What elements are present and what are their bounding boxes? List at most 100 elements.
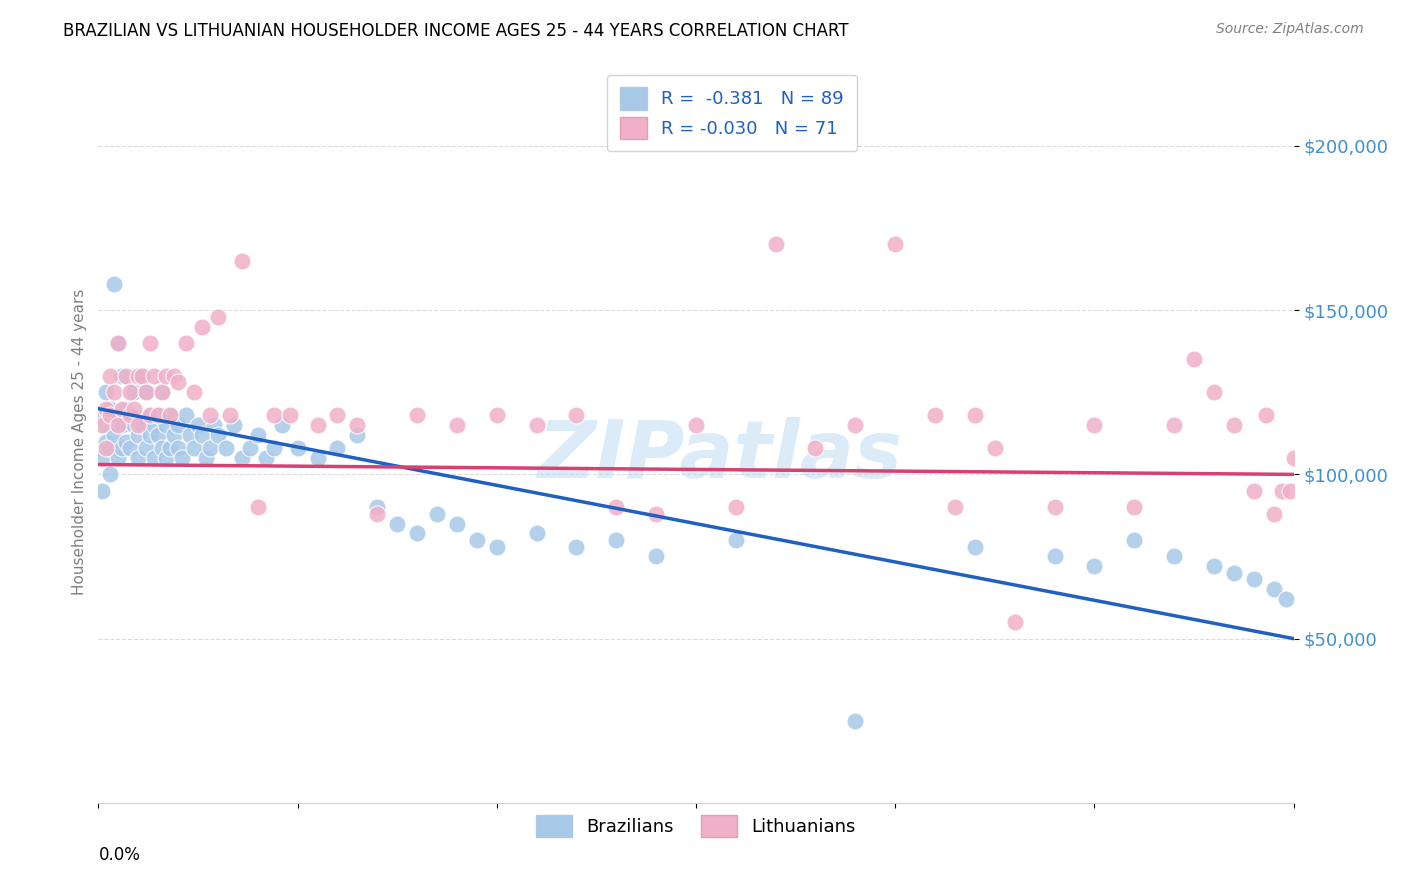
- Point: [127, 428, 149, 442]
- Point: [924, 409, 946, 423]
- Point: [1278, 483, 1301, 498]
- Point: [111, 401, 134, 416]
- Y-axis label: Householder Income Ages 25 - 44 years: Householder Income Ages 25 - 44 years: [72, 288, 87, 595]
- Point: [91, 483, 114, 498]
- Point: [120, 409, 142, 423]
- Point: [187, 418, 209, 433]
- Point: [605, 500, 627, 515]
- Point: [1182, 352, 1205, 367]
- Point: [1083, 559, 1105, 574]
- Point: [1123, 533, 1146, 547]
- Point: [526, 526, 548, 541]
- Point: [98, 401, 122, 416]
- Point: [98, 368, 122, 383]
- Point: [1254, 409, 1277, 423]
- Point: [645, 507, 668, 521]
- Point: [143, 450, 166, 465]
- Point: [724, 533, 747, 547]
- Point: [804, 441, 827, 455]
- Point: [207, 428, 229, 442]
- Point: [1223, 418, 1246, 433]
- Point: [406, 526, 429, 541]
- Point: [183, 441, 205, 455]
- Point: [724, 500, 747, 515]
- Point: [263, 441, 285, 455]
- Legend: Brazilians, Lithuanians: Brazilians, Lithuanians: [529, 808, 863, 845]
- Point: [1043, 500, 1066, 515]
- Point: [1202, 385, 1225, 400]
- Point: [526, 418, 548, 433]
- Point: [231, 253, 253, 268]
- Point: [191, 319, 214, 334]
- Point: [1004, 615, 1026, 630]
- Point: [91, 450, 114, 465]
- Point: [465, 533, 488, 547]
- Point: [150, 385, 173, 400]
- Point: [135, 385, 157, 400]
- Point: [120, 409, 142, 423]
- Point: [485, 540, 508, 554]
- Point: [198, 441, 221, 455]
- Point: [148, 428, 170, 442]
- Point: [159, 409, 181, 423]
- Point: [202, 418, 225, 433]
- Point: [139, 409, 162, 423]
- Point: [127, 368, 149, 383]
- Point: [605, 533, 627, 547]
- Point: [1271, 483, 1294, 498]
- Point: [446, 516, 468, 531]
- Point: [159, 441, 181, 455]
- Point: [96, 441, 118, 455]
- Point: [155, 450, 177, 465]
- Point: [107, 336, 129, 351]
- Point: [844, 714, 866, 728]
- Point: [111, 441, 134, 455]
- Point: [124, 418, 146, 433]
- Point: [406, 409, 429, 423]
- Point: [565, 409, 588, 423]
- Point: [844, 418, 866, 433]
- Point: [179, 428, 201, 442]
- Point: [1163, 418, 1185, 433]
- Point: [174, 409, 197, 423]
- Point: [287, 441, 309, 455]
- Point: [307, 450, 329, 465]
- Point: [191, 428, 214, 442]
- Point: [943, 500, 966, 515]
- Point: [183, 385, 205, 400]
- Point: [120, 441, 142, 455]
- Point: [167, 376, 190, 390]
- Point: [155, 418, 177, 433]
- Point: [346, 428, 368, 442]
- Point: [270, 418, 292, 433]
- Point: [1163, 549, 1185, 564]
- Point: [963, 540, 986, 554]
- Point: [219, 409, 242, 423]
- Point: [254, 450, 277, 465]
- Point: [143, 368, 166, 383]
- Point: [215, 441, 238, 455]
- Point: [167, 418, 190, 433]
- Point: [155, 368, 177, 383]
- Point: [107, 336, 129, 351]
- Point: [96, 434, 118, 449]
- Point: [150, 441, 173, 455]
- Point: [1263, 582, 1285, 597]
- Point: [1282, 450, 1305, 465]
- Point: [150, 385, 173, 400]
- Text: Source: ZipAtlas.com: Source: ZipAtlas.com: [1216, 22, 1364, 37]
- Point: [163, 428, 186, 442]
- Point: [124, 385, 146, 400]
- Point: [366, 507, 388, 521]
- Point: [645, 549, 668, 564]
- Point: [246, 428, 269, 442]
- Point: [139, 409, 162, 423]
- Point: [231, 450, 253, 465]
- Point: [107, 418, 129, 433]
- Point: [278, 409, 301, 423]
- Point: [143, 418, 166, 433]
- Point: [1243, 573, 1265, 587]
- Point: [103, 277, 125, 291]
- Point: [135, 441, 157, 455]
- Point: [963, 409, 986, 423]
